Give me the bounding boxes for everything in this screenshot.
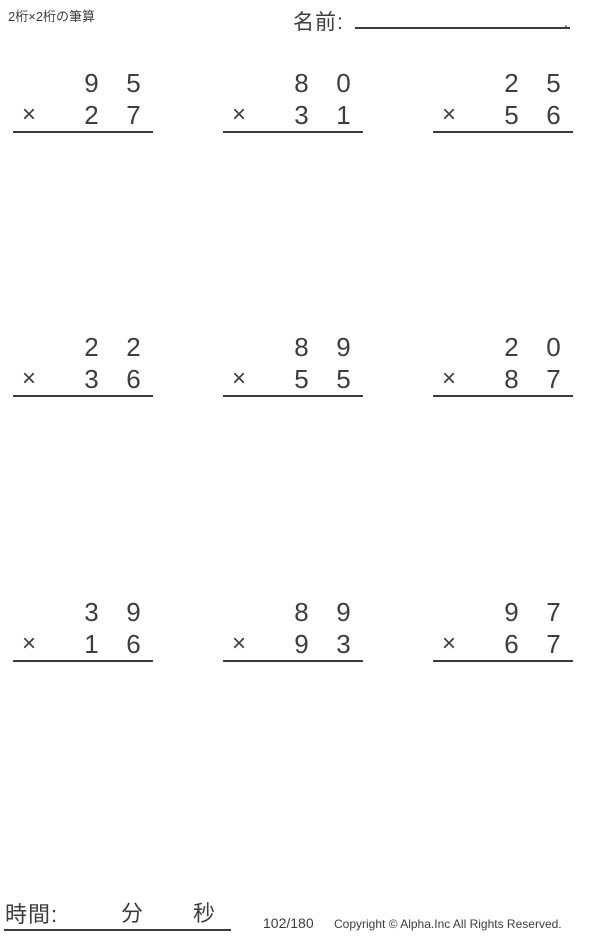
multiply-sign: × [232, 365, 247, 392]
digit: 8 [294, 331, 309, 362]
multiply-sign: × [232, 630, 247, 657]
digit: 0 [546, 331, 561, 362]
digit: 1 [84, 628, 99, 659]
seconds-label: 秒 [193, 901, 216, 926]
digit: 8 [504, 363, 519, 394]
digit: 6 [126, 628, 141, 659]
digit: 5 [336, 363, 351, 394]
time-label: 時間: [5, 902, 59, 927]
digit: 9 [126, 596, 141, 627]
digit: 9 [336, 596, 351, 627]
digit: 8 [294, 596, 309, 627]
digit: 9 [504, 596, 519, 627]
multiply-sign: × [22, 365, 37, 392]
digit: 2 [504, 331, 519, 362]
multiply-sign: × [22, 101, 37, 128]
multiply-sign: × [22, 630, 37, 657]
minutes-label: 分 [121, 901, 144, 926]
digit: 7 [126, 99, 141, 130]
digit: 5 [294, 363, 309, 394]
multiply-sign: × [442, 101, 457, 128]
worksheet-title: 2桁×2桁の筆算 [8, 9, 96, 24]
name-label: 名前: [293, 11, 344, 34]
digit: 6 [504, 628, 519, 659]
multiply-sign: × [442, 365, 457, 392]
name-line-period: . [563, 14, 568, 31]
digit: 0 [336, 67, 351, 98]
digit: 6 [546, 99, 561, 130]
digit: 5 [504, 99, 519, 130]
progress-counter: 102/180 [263, 915, 314, 931]
digit: 9 [294, 628, 309, 659]
digit: 9 [84, 67, 99, 98]
digit: 6 [126, 363, 141, 394]
digit: 7 [546, 628, 561, 659]
digit: 3 [294, 99, 309, 130]
name-underline: . [355, 4, 570, 31]
time-field: 時間: 分 秒 [4, 901, 231, 931]
copyright-notice: Copyright © Alpha.Inc All Rights Reserve… [334, 917, 562, 931]
digit: 2 [84, 99, 99, 130]
multiply-sign: × [232, 101, 247, 128]
digit: 7 [546, 596, 561, 627]
digit: 7 [546, 363, 561, 394]
digit: 8 [294, 67, 309, 98]
digit: 2 [126, 331, 141, 362]
digit: 5 [126, 67, 141, 98]
digit: 9 [336, 331, 351, 362]
digit: 3 [336, 628, 351, 659]
digit: 1 [336, 99, 351, 130]
digit: 2 [504, 67, 519, 98]
digit: 5 [546, 67, 561, 98]
multiply-sign: × [442, 630, 457, 657]
digit: 3 [84, 596, 99, 627]
digit: 3 [84, 363, 99, 394]
digit: 2 [84, 331, 99, 362]
